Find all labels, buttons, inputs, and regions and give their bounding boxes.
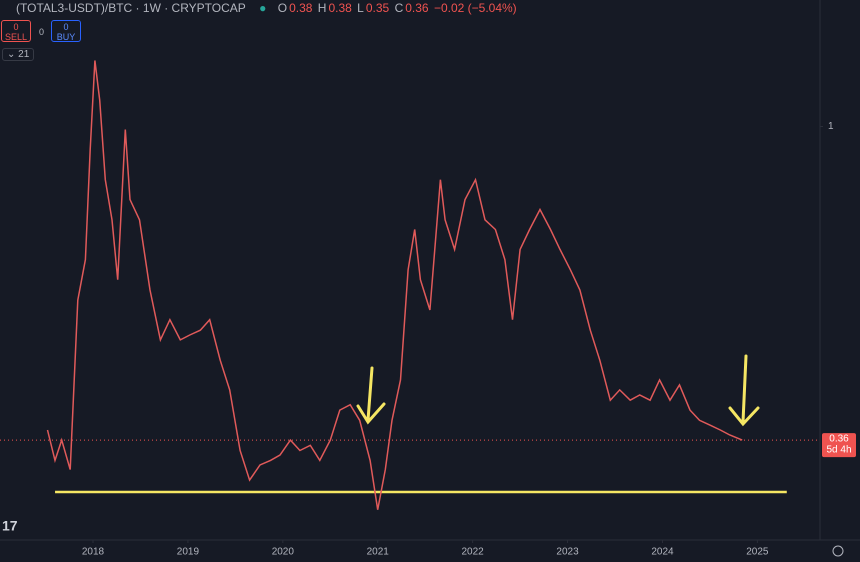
open: 0.38 [289, 1, 313, 15]
x-tick-label: 2022 [462, 547, 485, 558]
sell-button[interactable]: 0 SELL [1, 20, 31, 42]
c-label: C [394, 1, 404, 15]
o-label: O [277, 1, 288, 15]
x-tick-label: 2024 [651, 547, 674, 558]
plot: 2018 2019 2020 2021 2022 2023 2024 2025 1 0.365d … [0, 60, 856, 558]
y-tick-label: 1 [828, 121, 834, 132]
arrow [728, 354, 760, 427]
countdown: 5d 4h [826, 445, 851, 456]
h-label: H [317, 1, 327, 15]
x-tick-label: 2021 [367, 547, 390, 558]
x-tick-label: 2020 [272, 547, 295, 558]
close: 0.36 [405, 1, 429, 15]
settings-icon[interactable] [832, 545, 844, 557]
symbol: (TOTAL3-USDT)/BTC · 1W · CRYPTOCAP [16, 1, 246, 15]
change: −0.02 (−5.04%) [433, 1, 517, 15]
x-tick-label: 2025 [746, 547, 769, 558]
last-price-label: 0.36 [829, 434, 849, 445]
low: 0.35 [365, 1, 390, 15]
buy-button[interactable]: 0 BUY [51, 20, 81, 42]
last-price-box [822, 433, 856, 458]
x-tick-label: 2018 [82, 547, 105, 558]
sell-qty: 0 [13, 22, 19, 32]
buy-label: BUY [56, 32, 76, 42]
l-label: L [357, 1, 364, 15]
arrow [356, 366, 386, 425]
x-tick-label: 2019 [177, 547, 200, 558]
x-tick-label: 2023 [556, 547, 579, 558]
spread: 0 [39, 27, 45, 37]
logo: 17 [2, 518, 18, 534]
price-line [46, 60, 743, 510]
sell-label: SELL [4, 32, 28, 42]
high: 0.38 [328, 1, 352, 15]
header: (TOTAL3-USDT)/BTC · 1W · CRYPTOCAP ● O 0.… [16, 1, 517, 15]
buy-qty: 0 [63, 22, 69, 32]
indicators-toggle[interactable]: ⌄ 21 [2, 48, 35, 61]
indicator-count: 21 [18, 49, 30, 60]
